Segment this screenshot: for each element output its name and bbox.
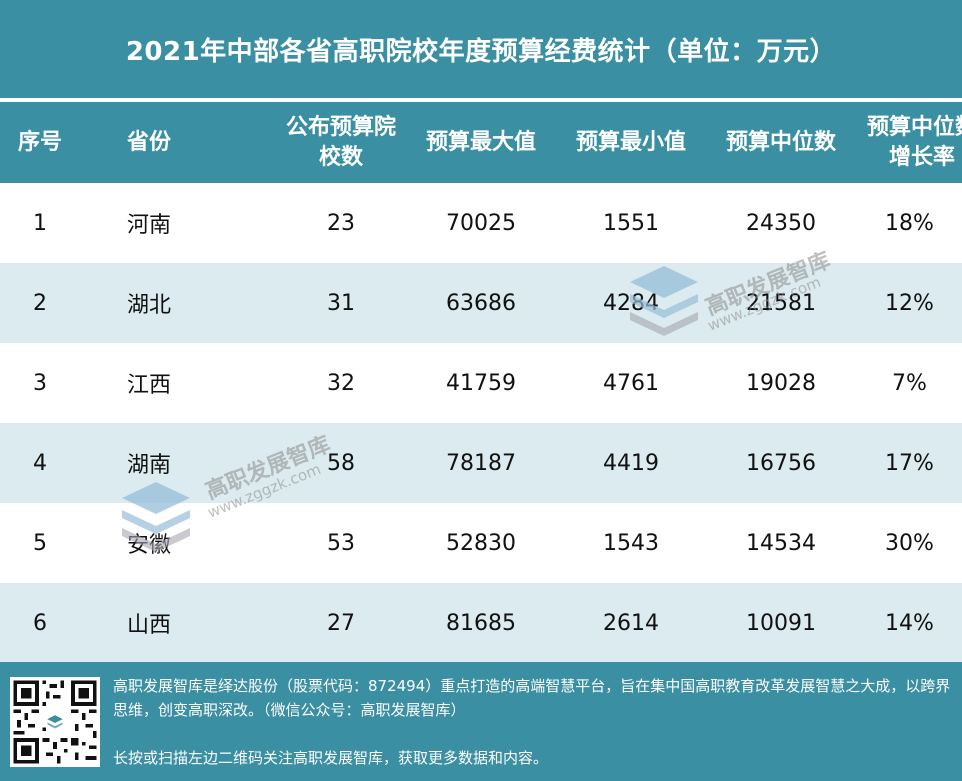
cell-index: 5 [0, 503, 80, 583]
cell-index: 6 [0, 583, 80, 663]
col-header-schools: 公布预算院校数 [277, 102, 405, 183]
cell-schools: 23 [277, 183, 405, 263]
cell-min: 4761 [557, 343, 705, 423]
cell-max: 81685 [405, 583, 557, 663]
cell-province: 山西 [80, 583, 277, 663]
cell-province: 安徽 [80, 503, 277, 583]
cell-median: 19028 [705, 343, 857, 423]
cell-min: 1551 [557, 183, 705, 263]
cell-max: 63686 [405, 263, 557, 343]
cell-max: 41759 [405, 343, 557, 423]
cell-schools: 58 [277, 423, 405, 503]
header-divider [0, 98, 962, 102]
cell-schools: 27 [277, 583, 405, 663]
cell-index: 1 [0, 183, 80, 263]
cell-median: 10091 [705, 583, 857, 663]
cell-min: 4419 [557, 423, 705, 503]
cell-growth: 7% [857, 343, 962, 423]
cell-province: 河南 [80, 183, 277, 263]
cell-schools: 32 [277, 343, 405, 423]
table-row: 3 江西 32 41759 4761 19028 7% [0, 343, 962, 423]
footer: 高职发展智库是绎达股份（股票代码：872494）重点打造的高端智慧平台，旨在集中… [0, 662, 962, 781]
cell-index: 2 [0, 263, 80, 343]
cell-index: 3 [0, 343, 80, 423]
col-header-index: 序号 [0, 102, 80, 183]
cell-schools: 53 [277, 503, 405, 583]
cell-growth: 17% [857, 423, 962, 503]
col-header-min: 预算最小值 [557, 102, 705, 183]
col-header-growth: 预算中位数增长率 [857, 102, 962, 183]
cell-min: 1543 [557, 503, 705, 583]
table-header-row: 序号 省份 公布预算院校数 预算最大值 预算最小值 预算中位数 预算中位数增长率 [0, 102, 962, 183]
table-row: 5 安徽 53 52830 1543 14534 30% [0, 503, 962, 583]
cell-min: 4284 [557, 263, 705, 343]
table-row: 4 湖南 58 78187 4419 16756 17% [0, 423, 962, 503]
table-title: 2021年中部各省高职院校年度预算经费统计（单位：万元） [0, 0, 962, 98]
cell-median: 21581 [705, 263, 857, 343]
cell-min: 2614 [557, 583, 705, 663]
cell-province: 江西 [80, 343, 277, 423]
col-header-median: 预算中位数 [705, 102, 857, 183]
cell-growth: 14% [857, 583, 962, 663]
cell-median: 14534 [705, 503, 857, 583]
cell-province: 湖南 [80, 423, 277, 503]
qr-code-icon[interactable] [10, 677, 100, 767]
cell-max: 52830 [405, 503, 557, 583]
col-header-max: 预算最大值 [405, 102, 557, 183]
table-row: 2 湖北 31 63686 4284 21581 12% [0, 263, 962, 343]
cell-growth: 12% [857, 263, 962, 343]
cell-max: 70025 [405, 183, 557, 263]
col-header-province: 省份 [80, 102, 277, 183]
cell-province: 湖北 [80, 263, 277, 343]
table-row: 1 河南 23 70025 1551 24350 18% [0, 183, 962, 263]
footer-intro: 高职发展智库是绎达股份（股票代码：872494）重点打造的高端智慧平台，旨在集中… [113, 677, 951, 719]
table-row: 6 山西 27 81685 2614 10091 14% [0, 583, 962, 663]
cell-schools: 31 [277, 263, 405, 343]
cell-index: 4 [0, 423, 80, 503]
budget-table: 序号 省份 公布预算院校数 预算最大值 预算最小值 预算中位数 预算中位数增长率… [0, 102, 962, 663]
cell-max: 78187 [405, 423, 557, 503]
cell-growth: 18% [857, 183, 962, 263]
cell-growth: 30% [857, 503, 962, 583]
cell-median: 24350 [705, 183, 857, 263]
footer-cta: 长按或扫描左边二维码关注高职发展智库，获取更多数据和内容。 [113, 749, 549, 767]
cell-median: 16756 [705, 423, 857, 503]
